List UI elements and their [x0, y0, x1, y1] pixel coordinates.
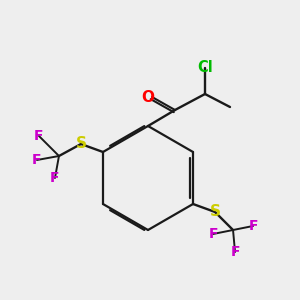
Text: F: F: [50, 171, 60, 185]
Text: F: F: [32, 153, 42, 167]
Text: S: S: [76, 136, 86, 152]
Text: O: O: [142, 89, 154, 104]
Text: F: F: [208, 227, 218, 241]
Text: F: F: [230, 245, 240, 259]
Text: F: F: [34, 129, 44, 143]
Text: Cl: Cl: [197, 59, 213, 74]
Text: S: S: [209, 205, 220, 220]
Text: F: F: [248, 219, 258, 233]
